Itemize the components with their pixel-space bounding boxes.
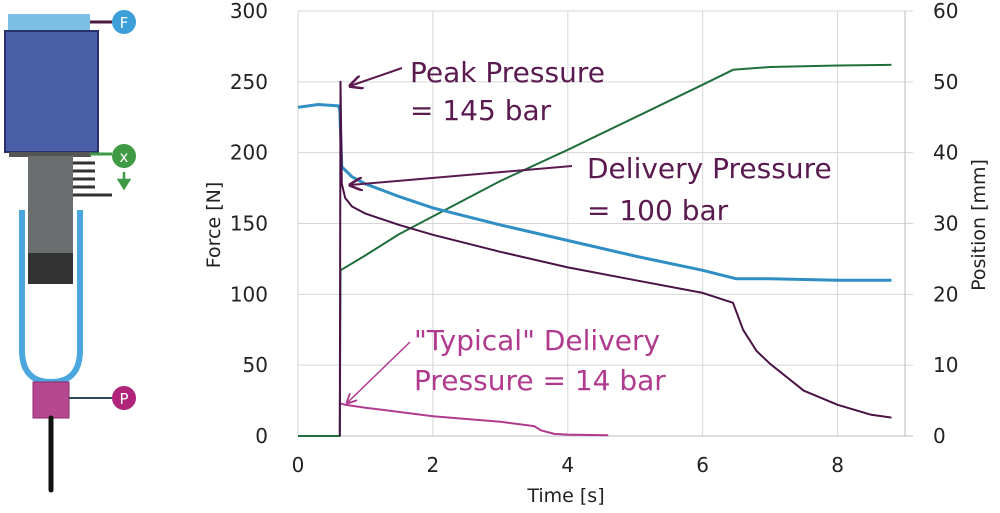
annotation-peak-pressure: Peak Pressure = 145 bar: [350, 56, 605, 127]
annotation-text: Pressure = 14 bar: [414, 364, 666, 397]
y2-tick-label: 0: [933, 424, 946, 448]
y-tick-label: 300: [230, 0, 268, 23]
series-line-position: [298, 63, 892, 437]
annotation-text: = 145 bar: [410, 94, 552, 127]
annotation-typical-pressure: "Typical" Delivery Pressure = 14 bar: [347, 324, 666, 403]
annotation-arrow: [347, 341, 411, 403]
y2-tick-label: 40: [933, 141, 958, 165]
pressure-sensor-icon: [112, 386, 136, 410]
y-tick-label: 200: [230, 141, 268, 165]
y2-axis-label: Position [mm]: [968, 159, 990, 291]
y-tick-label: 50: [243, 353, 268, 377]
annotation-arrow: [350, 165, 573, 185]
position-scale-ticks: [73, 161, 112, 197]
x-axis-label: Time [s]: [526, 485, 604, 507]
plunger-rod: [28, 156, 73, 254]
y-tick-label: 0: [255, 424, 268, 448]
x-tick-label: 2: [427, 453, 440, 477]
y2-tick-label: 50: [933, 70, 958, 94]
arrow-down-icon: [116, 172, 132, 191]
y2-tick-label: 20: [933, 282, 958, 306]
y2-tick-label: 60: [933, 0, 958, 23]
force-sensor-label: F: [120, 14, 129, 32]
actuator-flange: [9, 152, 91, 157]
position-sensor-icon: [112, 144, 136, 168]
annotation-arrow: [350, 67, 403, 86]
annotation-text: Peak Pressure: [410, 56, 605, 89]
y-tick-label: 250: [230, 70, 268, 94]
y2-tick-label: 10: [933, 353, 958, 377]
x-tick-label: 0: [292, 453, 305, 477]
position-sensor-label: x: [120, 148, 129, 166]
annotation-text: Delivery Pressure: [587, 152, 832, 185]
y2-tick-label: 30: [933, 212, 958, 236]
series-line-force: [297, 103, 892, 282]
series-line-typical-delivery-pressure: [340, 402, 609, 437]
plunger-stopper: [28, 253, 73, 284]
annotation-text: = 100 bar: [587, 194, 729, 227]
force-sensor-plate: [8, 14, 90, 30]
actuator-block: [4, 30, 99, 153]
y-axis-label: Force [N]: [203, 182, 225, 268]
x-tick-label: 8: [831, 453, 844, 477]
syringe-diagram: F x P: [4, 10, 136, 493]
pressure-sensor-block: [32, 381, 70, 419]
x-tick-label: 4: [561, 453, 574, 477]
pressure-sensor-label: P: [119, 390, 128, 408]
annotation-text: "Typical" Delivery: [414, 324, 660, 357]
y-tick-label: 100: [230, 282, 268, 306]
series: [297, 63, 892, 437]
x-tick-label: 6: [696, 453, 709, 477]
series-line-pressure: [338, 80, 892, 437]
force-sensor-icon: [112, 10, 136, 34]
y-tick-label: 150: [230, 212, 268, 236]
annotation-delivery-pressure: Delivery Pressure = 100 bar: [350, 152, 832, 227]
axis-ticks: 0 2 4 6 8 0 50 100 150 200 250 300 0 10 20 30 40 50 60: [230, 0, 959, 477]
